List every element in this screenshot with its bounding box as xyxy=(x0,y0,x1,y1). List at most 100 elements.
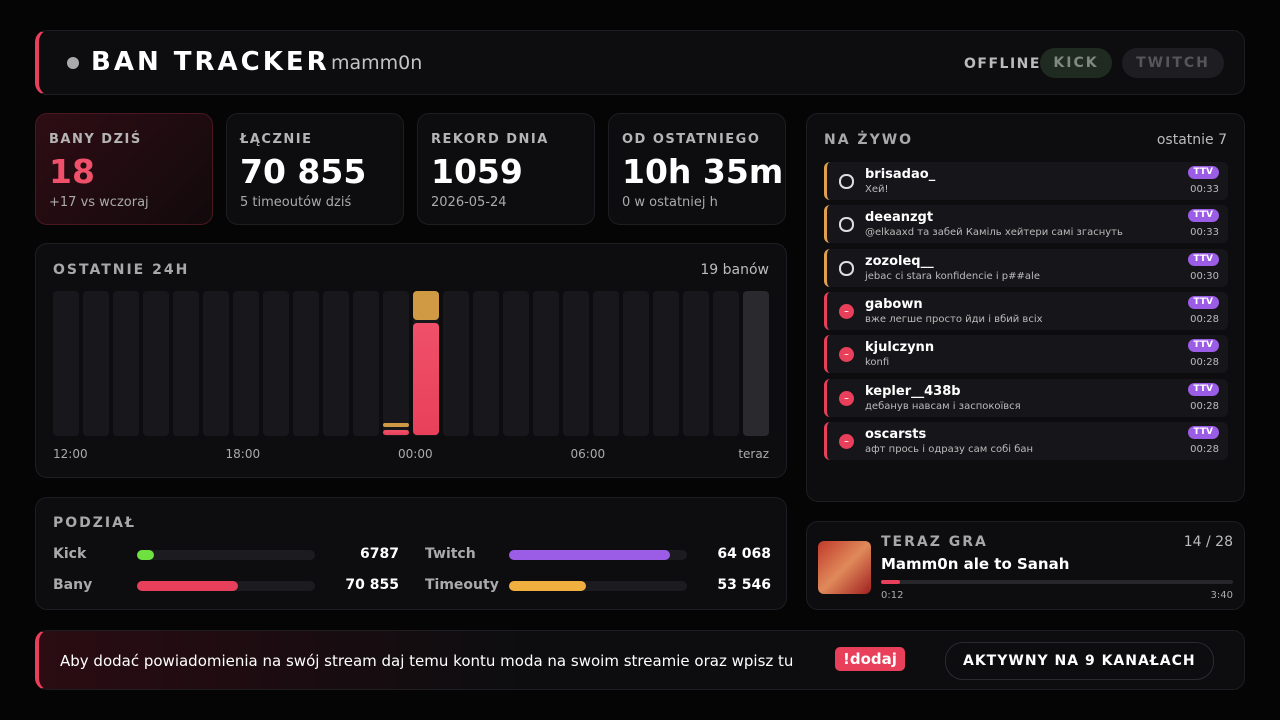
feed-name: zozoleq__ xyxy=(865,253,934,269)
activity-panel: OSTATNIE 24H 19 banów 12:00 18:00 00:00 06:… xyxy=(35,243,787,478)
bar-slot xyxy=(353,291,379,436)
split-bar xyxy=(137,550,155,560)
stat-label: OD OSTATNIEGO xyxy=(622,132,761,147)
bar-slot xyxy=(563,291,589,436)
split-label: Twitch xyxy=(425,546,476,562)
activity-title: OSTATNIE 24H xyxy=(53,262,190,278)
bar-slot xyxy=(323,291,349,436)
feed-msg: konfi xyxy=(865,357,890,369)
feed-item: kjulczynn konfi TTV 00:28 xyxy=(824,335,1228,374)
stat-value: 70 855 xyxy=(240,152,367,191)
bar-slot xyxy=(173,291,199,436)
bar-slot xyxy=(203,291,229,436)
feed-title: NA ŻYWO xyxy=(824,132,914,148)
bar-slot xyxy=(593,291,619,436)
ban-bar xyxy=(383,429,409,435)
split-track xyxy=(137,581,315,591)
stat-value: 1059 xyxy=(431,152,523,191)
split-label: Kick xyxy=(53,546,87,562)
stat-card: OD OSTATNIEGO 10h 35m 0 w ostatniej h xyxy=(608,113,786,225)
split-track xyxy=(137,550,315,560)
split-label: Bany xyxy=(53,577,93,593)
timeout-bar xyxy=(383,423,409,427)
ban-icon xyxy=(839,303,854,319)
feed-note: ostatnie 7 xyxy=(1156,132,1227,148)
bar-slot xyxy=(143,291,169,436)
feed-time: 00:30 xyxy=(1190,270,1219,282)
feed-time: 00:33 xyxy=(1190,184,1219,195)
feed-time: 00:33 xyxy=(1190,227,1219,239)
bar-slot xyxy=(383,291,409,436)
badge: TTV xyxy=(1187,382,1219,396)
user: mamm0n xyxy=(331,52,423,74)
stat-sub: 5 timeoutów dziś xyxy=(240,195,352,210)
twitch-button[interactable]: TWITCH xyxy=(1122,48,1224,78)
feed-name: oscarsts xyxy=(865,426,927,442)
feed-time: 00:28 xyxy=(1190,313,1219,325)
timeout-icon xyxy=(839,260,854,276)
kick-button[interactable]: KICK xyxy=(1040,48,1112,78)
stat-sub: 2026-05-24 xyxy=(431,195,507,210)
x-label: 12:00 xyxy=(53,447,88,461)
ban-bar xyxy=(413,322,439,435)
feed-panel: NA ŻYWO ostatnie 7 brisadao_ Хей! TTV 00:33… xyxy=(806,113,1245,502)
bar-slot xyxy=(503,291,529,436)
feed-msg: вже легше просто йди і вбий всіх xyxy=(865,313,1043,325)
feed-msg: афт прось і одразу сам собі бан xyxy=(865,443,1034,455)
feed-name: kjulczynn xyxy=(865,340,935,356)
duration: 3:40 xyxy=(1210,590,1233,601)
ban-icon xyxy=(839,347,854,363)
footer: Aby dodać powiadomienia na swój stream d… xyxy=(35,630,1245,690)
badge: TTV xyxy=(1187,209,1219,223)
bar-slot xyxy=(263,291,289,436)
bar-slot xyxy=(653,291,679,436)
stat-label: BANY DZIŚ xyxy=(49,132,142,147)
feed-name: gabown xyxy=(865,296,923,312)
activity-summary: 19 banów xyxy=(700,262,769,278)
feed-item: kepler__438b дебанув навсам і заспокоївся… xyxy=(824,378,1228,417)
status: OFFLINE xyxy=(964,56,1041,72)
cover xyxy=(818,541,871,594)
bar-slot xyxy=(443,291,469,436)
elapsed: 0:12 xyxy=(881,590,904,601)
bar-slot xyxy=(113,291,139,436)
feed-item: deeanzgt @elkaaxd та забей Каміль хейтери… xyxy=(824,205,1228,244)
split-title: PODZIAŁ xyxy=(53,515,136,531)
split-track xyxy=(509,581,687,591)
stat-card: ŁĄCZNIE 70 855 5 timeoutów dziś xyxy=(226,113,404,225)
feed-msg: jebac ci stara konfidencie i p##ale xyxy=(865,270,1040,282)
stat-card: REKORD DNIA 1059 2026-05-24 xyxy=(417,113,595,225)
stat-value: 10h 35m xyxy=(622,152,784,191)
split-track xyxy=(509,550,687,560)
stat-value: 18 xyxy=(49,152,95,191)
player-title: TERAZ GRA xyxy=(881,534,988,550)
channels: AKTYWNY NA 9 KANAŁACH xyxy=(945,642,1214,680)
bar-slot xyxy=(233,291,259,436)
split-bar xyxy=(137,581,239,591)
badge: TTV xyxy=(1187,339,1219,353)
feed-time: 00:28 xyxy=(1190,357,1219,369)
badge: TTV xyxy=(1187,295,1219,309)
badge: TTV xyxy=(1187,425,1219,439)
x-label: 18:00 xyxy=(225,447,261,461)
stat-label: ŁĄCZNIE xyxy=(240,132,313,147)
badge: TTV xyxy=(1187,252,1219,266)
split-panel: PODZIAŁ Kick 6787 Twitch 64 068 Bany 70 855 Ti… xyxy=(35,497,787,610)
feed-item: gabown вже легше просто йди і вбий всіх TT… xyxy=(824,291,1228,330)
bar-slot xyxy=(533,291,559,436)
stat-label: REKORD DNIA xyxy=(431,132,549,147)
badge: TTV xyxy=(1187,166,1219,179)
feed-time: 00:28 xyxy=(1190,443,1219,455)
feed-name: brisadao_ xyxy=(865,167,936,182)
status-dot xyxy=(67,57,79,69)
split-bar xyxy=(509,550,670,560)
timeout-icon xyxy=(839,174,854,189)
progress-fill xyxy=(881,580,901,584)
bar-slot xyxy=(473,291,499,436)
player-panel: TERAZ GRA 14 / 28 Mamm0n ale to Sanah 0:… xyxy=(806,521,1245,610)
bar-slot xyxy=(293,291,319,436)
split-bar xyxy=(509,581,586,591)
player-position: 14 / 28 xyxy=(1183,534,1233,550)
stat-sub: 0 w ostatniej h xyxy=(622,195,718,210)
